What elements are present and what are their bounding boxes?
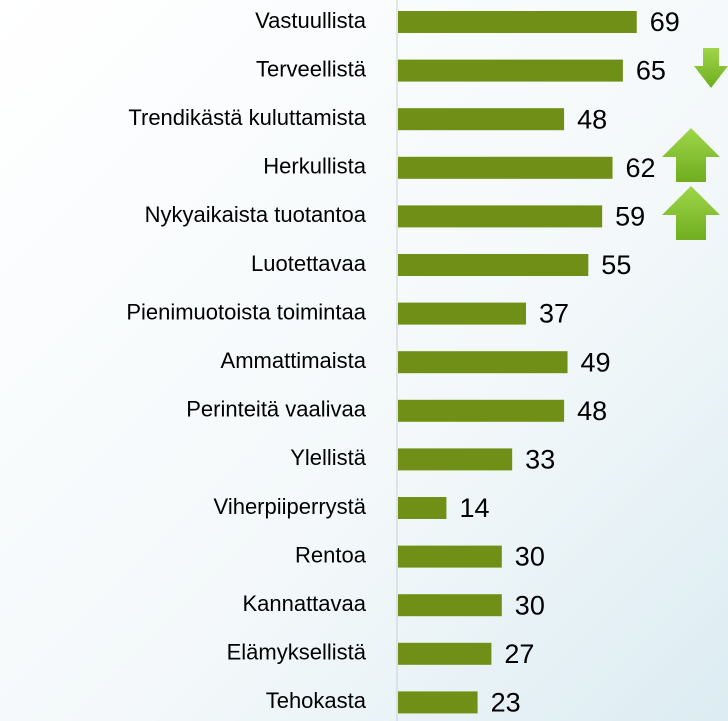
bar (398, 594, 502, 616)
category-label: Vastuullista (255, 8, 367, 33)
value-label: 48 (577, 104, 607, 134)
category-label: Perinteitä vaalivaa (186, 397, 367, 422)
value-label: 59 (615, 202, 645, 232)
bar (398, 205, 602, 227)
bar (398, 11, 637, 33)
bar (398, 448, 512, 470)
chart: Vastuullista 69 Terveellistä 65 Trendikästä … (0, 0, 728, 721)
category-label: Pienimuotoista toimintaa (126, 299, 366, 324)
bar (398, 643, 491, 665)
category-label: Terveellistä (256, 56, 367, 81)
value-label: 69 (650, 7, 680, 37)
category-label: Viherpiiperrystä (214, 494, 367, 519)
bar (398, 254, 588, 276)
category-label: Trendikästä kuluttamista (128, 105, 366, 130)
bar (398, 351, 568, 373)
bar (398, 303, 526, 325)
value-label: 37 (539, 299, 569, 329)
category-label: Tehokasta (266, 688, 367, 713)
bar (398, 546, 502, 568)
category-label: Luotettavaa (251, 251, 367, 276)
bar (398, 497, 446, 519)
bar (398, 108, 564, 130)
value-label: 65 (636, 56, 666, 86)
value-label: 48 (577, 396, 607, 426)
value-label: 33 (525, 445, 555, 475)
value-label: 27 (504, 639, 534, 669)
category-label: Ylellistä (290, 445, 367, 470)
bar (398, 60, 623, 82)
category-label: Rentoa (295, 542, 367, 567)
value-label: 49 (581, 347, 611, 377)
category-label: Herkullista (263, 154, 366, 179)
category-label: Ammattimaista (221, 348, 367, 373)
category-label: Nykyaikaista tuotantoa (145, 202, 367, 227)
bar (398, 691, 478, 713)
page: Vastuullista 69 Terveellistä 65 Trendikästä … (0, 0, 728, 721)
value-label: 30 (515, 590, 545, 620)
value-label: 55 (601, 250, 631, 280)
bar (398, 157, 613, 179)
category-label: Kannattavaa (242, 591, 366, 616)
value-label: 30 (515, 542, 545, 572)
bar (398, 400, 564, 422)
value-label: 23 (491, 688, 521, 718)
value-label: 14 (459, 493, 489, 523)
value-label: 62 (626, 153, 656, 183)
category-label: Elämyksellistä (227, 640, 367, 665)
